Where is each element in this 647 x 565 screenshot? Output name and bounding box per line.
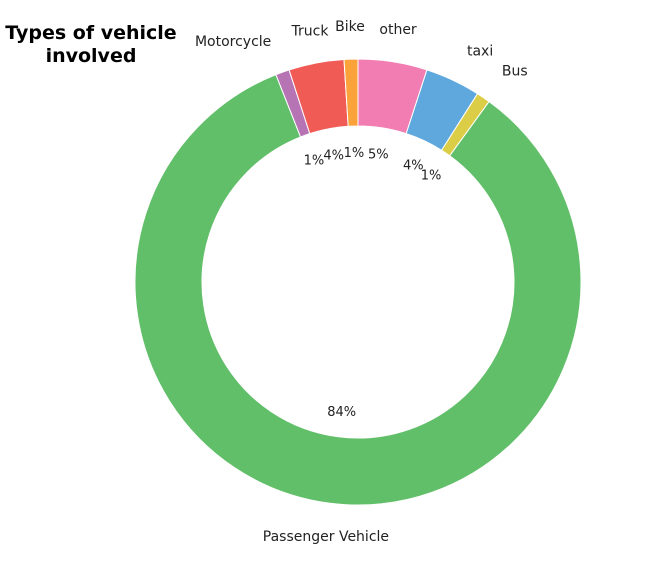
category-label-other: other bbox=[379, 22, 417, 38]
slice-bike bbox=[343, 58, 359, 127]
slice-passenger-vehicle bbox=[134, 74, 582, 506]
labels-group: other 5% taxi 4% Bus 1% Passenger Vehicle 84% Mo… bbox=[195, 19, 528, 545]
category-label-passenger-vehicle: Passenger Vehicle bbox=[263, 529, 389, 545]
category-label-taxi: taxi bbox=[467, 43, 493, 59]
percent-label-other: 5% bbox=[368, 148, 389, 163]
category-label-truck: Truck bbox=[291, 24, 330, 40]
percent-label-taxi: 4% bbox=[403, 158, 424, 173]
percent-label-truck: 4% bbox=[323, 148, 344, 163]
percent-label-motorcycle: 1% bbox=[304, 154, 325, 169]
percent-label-bike: 1% bbox=[344, 146, 365, 161]
chart-title: Types of vehicle involved bbox=[5, 22, 177, 67]
category-label-motorcycle: Motorcycle bbox=[195, 34, 271, 50]
percent-label-passenger-vehicle: 84% bbox=[327, 405, 356, 420]
slices-group bbox=[134, 58, 582, 506]
percent-label-bus: 1% bbox=[421, 168, 442, 183]
category-label-bus: Bus bbox=[502, 63, 528, 79]
category-label-bike: Bike bbox=[335, 19, 365, 35]
